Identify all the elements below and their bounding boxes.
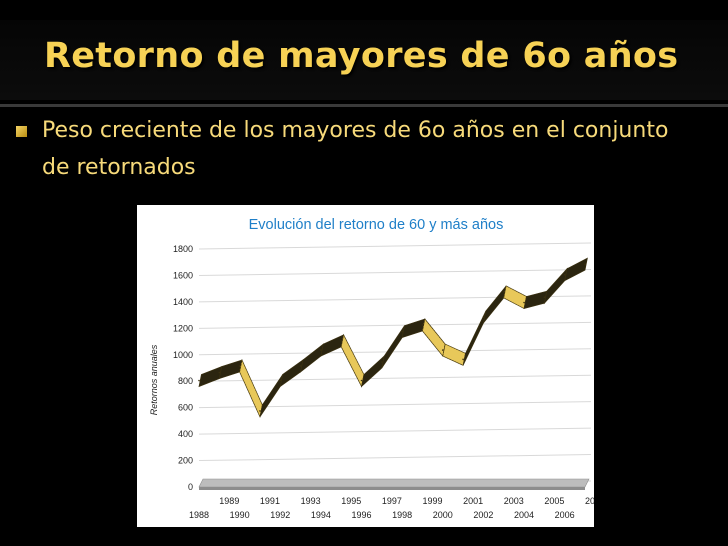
title-bar — [0, 20, 728, 100]
y-tick-label: 1800 — [173, 244, 193, 254]
ribbon-segment — [218, 359, 243, 380]
data-point — [381, 361, 383, 363]
slide-title: Retorno de mayores de 6o años — [44, 36, 679, 76]
ribbon-segment — [239, 358, 263, 419]
data-point — [462, 358, 464, 361]
y-tick-label: 1000 — [173, 350, 193, 360]
gridline — [198, 348, 592, 356]
ribbon-segment-texture — [422, 318, 446, 357]
x-tick-label: 2006 — [555, 510, 575, 520]
gridline — [198, 454, 592, 462]
data-point — [259, 410, 261, 412]
bullet-square-icon — [16, 126, 27, 137]
ribbon-segment — [564, 257, 588, 282]
x-tick-label: 1999 — [422, 496, 442, 506]
data-point — [482, 316, 485, 318]
y-tick-label: 1600 — [173, 270, 193, 280]
y-tick-label: 0 — [188, 482, 193, 492]
x-tick-label: 1988 — [189, 510, 209, 520]
ribbon-segment — [360, 355, 385, 388]
x-tick-label: 2004 — [514, 510, 534, 520]
ribbon-segment — [381, 325, 405, 369]
ribbon-segment — [300, 343, 324, 373]
gridline — [198, 321, 592, 329]
x-tick-label: 1994 — [311, 510, 331, 520]
y-tick-label: 800 — [178, 376, 193, 386]
gridline — [198, 268, 592, 276]
y-tick-label: 600 — [178, 403, 193, 413]
ribbon-segment — [503, 285, 527, 310]
data-point — [563, 273, 566, 276]
x-tick-label: 2003 — [504, 496, 524, 506]
data-point — [320, 349, 322, 351]
ribbon-segment-texture — [239, 359, 263, 418]
ribbon-segment — [483, 285, 507, 324]
x-tick-label: 2005 — [544, 496, 564, 506]
data-point — [238, 365, 241, 367]
y-tick-label: 1400 — [173, 297, 193, 307]
line-chart: 0 200 400 600 800 1000 1200 1400 1600 1800 1988 19… — [149, 217, 594, 520]
gridline — [198, 374, 592, 382]
chart-area: 0 200 400 600 800 1000 1200 1400 1600 1800 1988 19… — [137, 205, 594, 527]
x-tick-label: 2002 — [473, 510, 493, 520]
chart-title: Evolución del retorno de 60 y más años — [249, 217, 504, 233]
data-point — [543, 296, 546, 299]
ribbon-segment-texture — [503, 285, 527, 309]
ribbon-segment — [401, 318, 426, 339]
ribbon-segment — [543, 267, 568, 305]
x-tick-label: 1989 — [219, 496, 239, 506]
y-tick-label: 1200 — [173, 323, 193, 333]
data-point — [279, 379, 282, 382]
x-tick-label: 1998 — [392, 510, 412, 520]
x-tick-label: 1993 — [301, 496, 321, 506]
ribbon-segment — [523, 290, 548, 309]
chart-floor-edge — [199, 487, 585, 490]
chart-floor — [198, 478, 590, 488]
x-tick-label: 2007 — [585, 496, 594, 506]
ribbon-segment — [442, 343, 466, 366]
x-tick-label: 1991 — [260, 496, 280, 506]
ribbon-segment — [259, 374, 284, 418]
data-point — [401, 330, 403, 333]
ribbon-segment — [279, 359, 304, 388]
data-point — [299, 365, 302, 367]
gridline — [198, 427, 592, 435]
data-point — [441, 349, 444, 351]
data-point — [502, 291, 505, 293]
data-point — [523, 301, 525, 304]
data-point — [218, 371, 221, 374]
data-point — [421, 324, 424, 326]
ribbon-segment-texture — [442, 343, 466, 366]
y-tick-label: 400 — [178, 429, 193, 439]
data-point — [198, 379, 200, 382]
x-tick-label: 1997 — [382, 496, 402, 506]
x-tick-label: 2001 — [463, 496, 483, 506]
ribbon-segment — [198, 366, 223, 388]
x-tick-label: 1996 — [352, 510, 372, 520]
x-tick-label: 1992 — [270, 510, 290, 520]
x-tick-label: 1990 — [230, 510, 250, 520]
bullet-text: Peso creciente de los mayores de 6o años… — [42, 118, 669, 180]
ribbon-segment — [462, 310, 487, 366]
gridline — [198, 242, 592, 250]
x-tick-label: 2000 — [433, 510, 453, 520]
x-tick-label: 1995 — [341, 496, 361, 506]
data-point — [360, 379, 363, 382]
y-tick-label: 200 — [178, 456, 193, 466]
data-point — [340, 340, 343, 342]
ribbon-segment-texture — [340, 334, 365, 388]
data-point — [584, 263, 586, 265]
title-divider — [0, 104, 728, 107]
y-axis-label: Retornos anuales — [149, 344, 159, 415]
